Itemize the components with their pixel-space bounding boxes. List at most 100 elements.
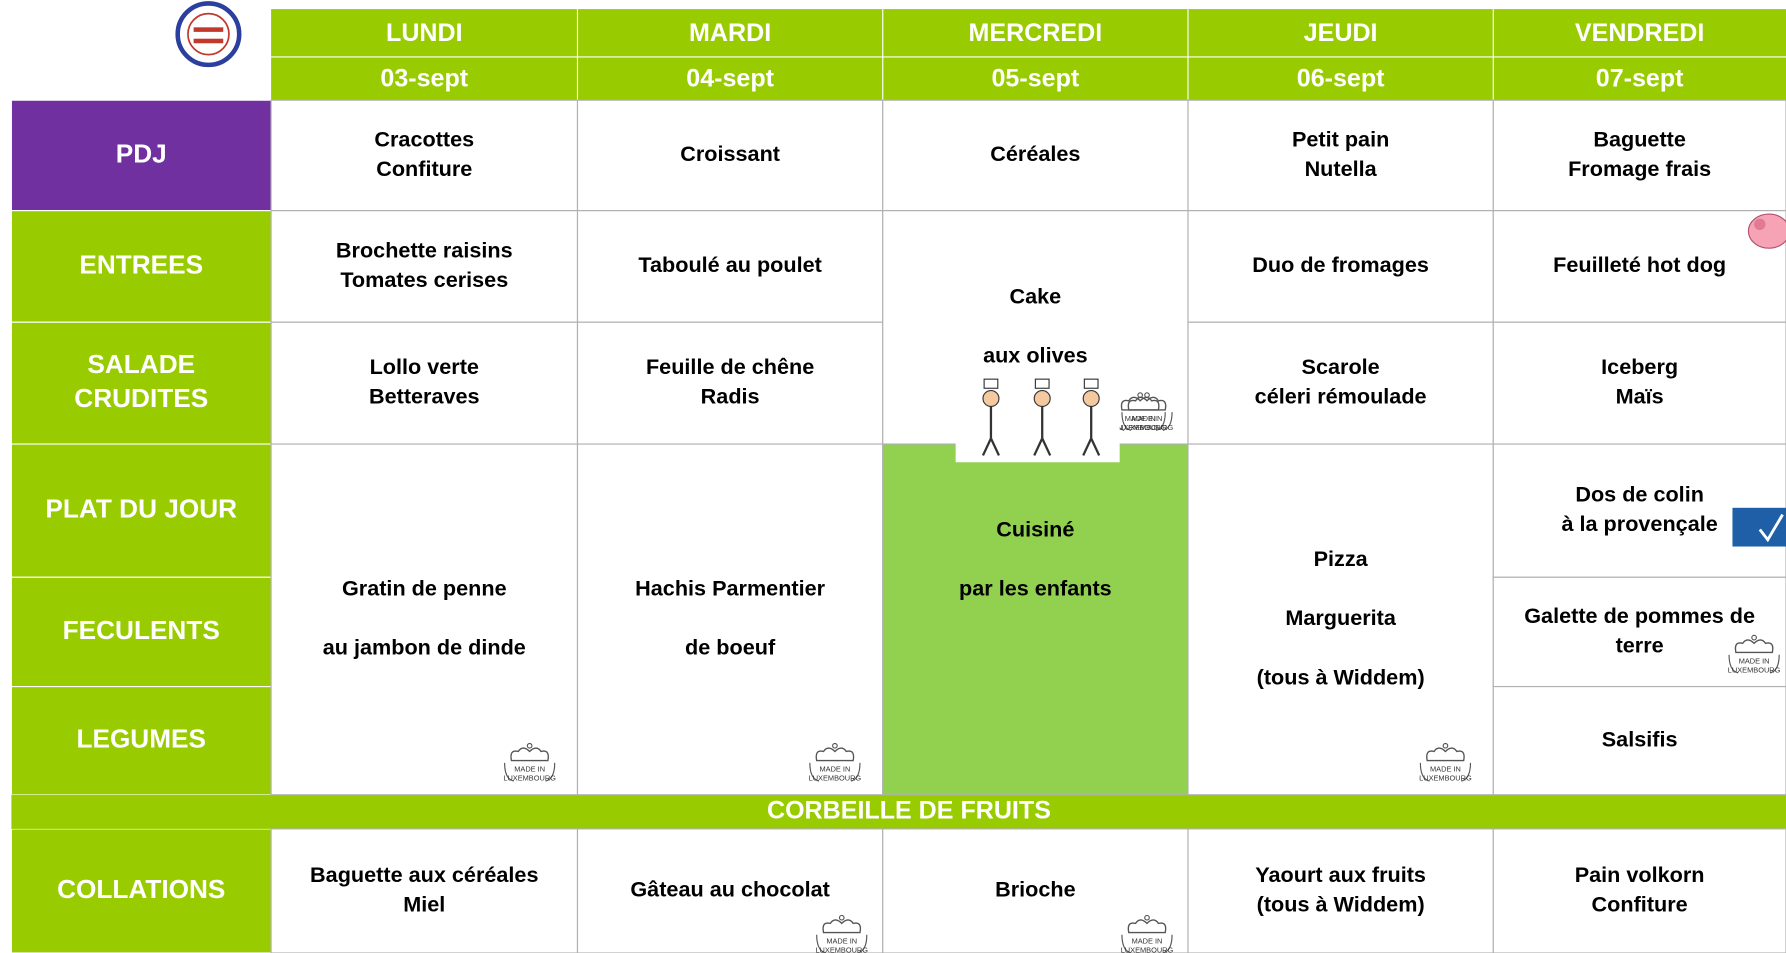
- badge-crown: [1734, 639, 1774, 654]
- row-label-cell: [10, 828, 272, 953]
- pig-icon: [1747, 213, 1786, 249]
- day-date: 07-sept: [1596, 64, 1684, 92]
- cell-line: SALADE: [87, 349, 195, 379]
- menu-cell: [576, 443, 884, 796]
- day-name: MARDI: [689, 19, 771, 47]
- row-label-cell: [10, 321, 272, 445]
- cell-line: Dos de colin: [1575, 482, 1704, 507]
- badge-arc: [1419, 762, 1472, 782]
- menu-cell: [1187, 443, 1494, 796]
- cell-line: de boeuf: [685, 635, 776, 660]
- cell-line: PDJ: [116, 138, 167, 168]
- chef-head: [1082, 389, 1100, 408]
- badge-crown-dot: [832, 742, 838, 749]
- cell-line: Petit pain: [1292, 126, 1389, 151]
- cell-line: Hachis Parmentier: [635, 576, 826, 601]
- cell-line: Tomates cerises: [340, 267, 508, 292]
- badge-text: MADE IN: [826, 937, 857, 946]
- day-name: VENDREDI: [1575, 19, 1704, 47]
- badge-arc: [1121, 934, 1173, 953]
- chef-leg: [1041, 437, 1052, 456]
- day-date: 06-sept: [1297, 64, 1385, 92]
- badge-arc: [816, 934, 868, 953]
- day-date: 04-sept: [686, 64, 774, 92]
- badge-crown: [1127, 396, 1167, 411]
- badge-arc: [504, 762, 556, 782]
- cell-line: Cake: [1010, 283, 1062, 308]
- cell-line: FECULENTS: [63, 615, 220, 645]
- badge-crown: [1127, 919, 1167, 934]
- msc-box: [1732, 507, 1786, 547]
- menu-cell: [576, 210, 884, 323]
- menu-cell: [270, 321, 579, 445]
- msc-icon: [1732, 507, 1786, 547]
- menu-cell: [1492, 576, 1786, 688]
- badge-arc: [809, 762, 861, 782]
- chef-head: [1033, 389, 1051, 408]
- cell-line: Cuisiné: [996, 516, 1074, 541]
- badge-crown-dot: [1751, 634, 1757, 641]
- badge-text: LUXEMBOURG: [1114, 423, 1167, 432]
- cell-line: à la provençale: [1561, 511, 1717, 536]
- cell-line: Betteraves: [369, 384, 480, 409]
- cell-line: COLLATIONS: [57, 874, 225, 904]
- cell-line: Feuille de chêne: [646, 354, 814, 379]
- cell-line: Pain volkorn: [1575, 862, 1705, 887]
- banner-text: CORBEILLE DE FRUITS: [767, 796, 1051, 824]
- cell-line: Nutella: [1305, 156, 1378, 181]
- badge-text: MADE IN: [1430, 765, 1461, 774]
- cell-line: Fromage frais: [1568, 156, 1711, 181]
- badge-text: MADE IN: [1132, 414, 1163, 423]
- cell-line: CRUDITES: [74, 383, 208, 413]
- row-label-cell: [10, 576, 272, 688]
- menu-cell: [1187, 99, 1494, 212]
- badge-crown-dot: [838, 914, 845, 921]
- cell-line: par les enfants: [959, 576, 1112, 601]
- badge-arc: [1121, 412, 1173, 431]
- cell-line: Scarole: [1302, 354, 1380, 379]
- day-date: 03-sept: [380, 64, 468, 92]
- badge-text: LUXEMBOURG: [1728, 666, 1781, 675]
- cell-line: Salsifis: [1602, 726, 1678, 751]
- menu-cell: [576, 99, 884, 212]
- cell-line: Lollo verte: [370, 354, 479, 379]
- header-band: [271, 9, 1786, 101]
- cell-line: Pizza: [1314, 546, 1369, 571]
- cell-line: Brochette raisins: [336, 237, 513, 262]
- row-label-cell: [10, 686, 272, 796]
- cell-line: LEGUMES: [76, 724, 206, 754]
- cell-line: Miel: [403, 891, 445, 916]
- cell-line: Baguette: [1593, 126, 1686, 151]
- menu-cell: [1492, 828, 1786, 953]
- cell-line: Cracottes: [374, 126, 474, 151]
- cell-line: Gâteau au chocolat: [630, 877, 830, 902]
- menu-cell: [270, 210, 579, 323]
- cell-line: Brioche: [995, 877, 1076, 902]
- day-name: JEUDI: [1304, 19, 1378, 47]
- badge-crown-dot: [1144, 914, 1150, 921]
- cell-line: Croissant: [680, 141, 780, 166]
- menu-cell: [1492, 210, 1786, 323]
- menu-cell: [882, 99, 1189, 212]
- badge-crown: [815, 747, 855, 762]
- chef-leg: [1090, 437, 1101, 456]
- menu-cell: [1492, 321, 1786, 445]
- day-name: LUNDI: [386, 19, 463, 47]
- badge-text: LUXEMBOURG: [815, 946, 868, 953]
- cell-line: Confiture: [1592, 891, 1688, 916]
- cell-line: céleri rémoulade: [1255, 384, 1427, 409]
- cell-line: Maïs: [1616, 384, 1664, 409]
- banner: [11, 794, 1786, 829]
- cell-line: Duo de fromages: [1252, 252, 1429, 277]
- badge-crown-dot: [1442, 742, 1449, 749]
- badge-crown: [510, 747, 549, 762]
- menu-cell: [1492, 99, 1786, 212]
- badge-text: MADE IN: [1125, 414, 1156, 423]
- cell-line: Radis: [701, 384, 760, 409]
